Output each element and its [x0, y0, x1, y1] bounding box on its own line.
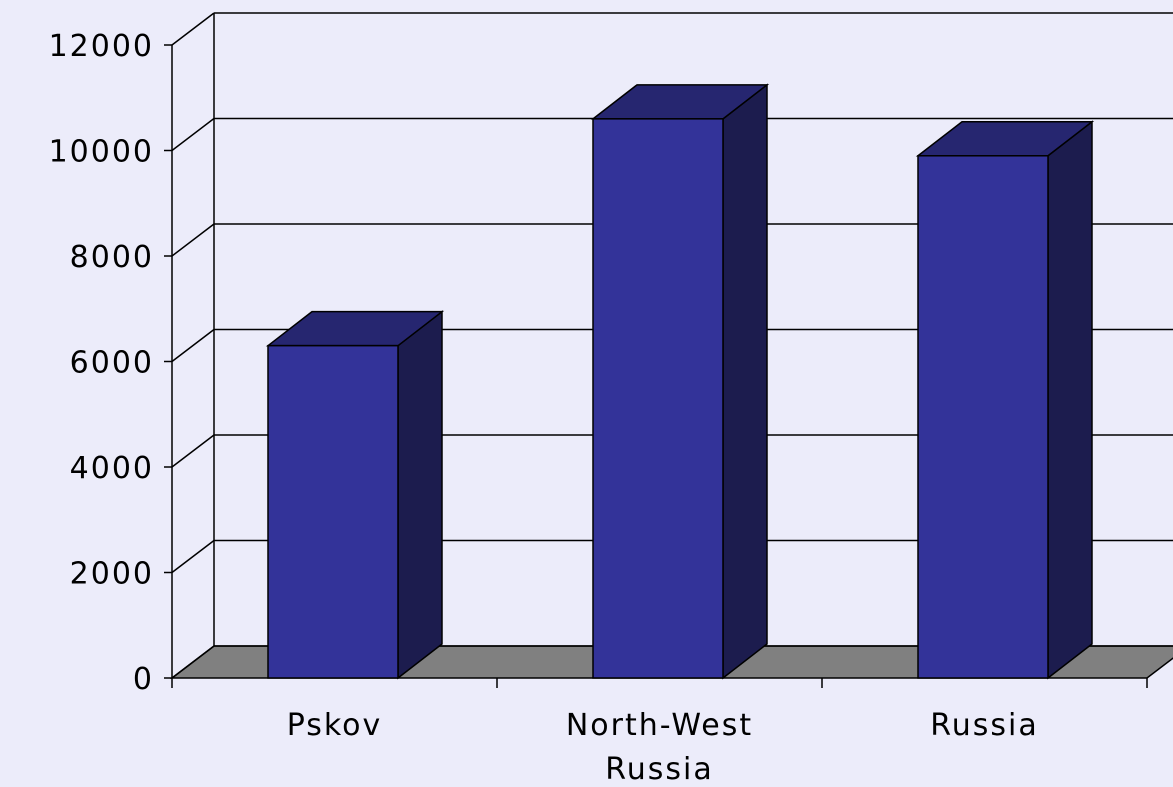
bar-group — [915, 120, 1095, 680]
side-grid-line — [171, 539, 215, 574]
side-grid-line — [171, 117, 215, 152]
bar — [917, 155, 1049, 679]
x-tick-label-line: Russia — [930, 708, 1039, 743]
y-tick-label: 2000 — [70, 557, 154, 592]
x-tick-label-line: Russia — [605, 752, 714, 787]
y-tick-label: 0 — [133, 662, 154, 697]
bar-side — [397, 310, 443, 680]
y-tick-label: 4000 — [70, 451, 154, 486]
x-tick-label: Russia — [930, 708, 1039, 743]
side-grid-line — [171, 434, 215, 468]
x-tick-label-line: Pskov — [287, 708, 383, 743]
bar-side — [722, 83, 768, 680]
x-tick-label: Pskov — [287, 708, 383, 743]
side-grid-line — [171, 328, 215, 363]
side-grid-line — [171, 645, 215, 679]
x-tick-label: North-West Russia — [566, 708, 753, 787]
side-grid-line — [171, 223, 215, 257]
x-tick-label-line: North-West — [566, 708, 753, 743]
y-tick-label: 8000 — [70, 240, 154, 275]
bar-group — [590, 83, 770, 680]
side-grid-line — [171, 12, 215, 46]
bar-side — [1047, 120, 1093, 680]
bar — [592, 118, 724, 679]
y-tick-label: 6000 — [70, 346, 154, 381]
y-tick-label: 12000 — [49, 29, 154, 64]
bar-group — [265, 310, 445, 680]
y-tick-label: 10000 — [49, 135, 154, 170]
bar — [267, 344, 399, 679]
